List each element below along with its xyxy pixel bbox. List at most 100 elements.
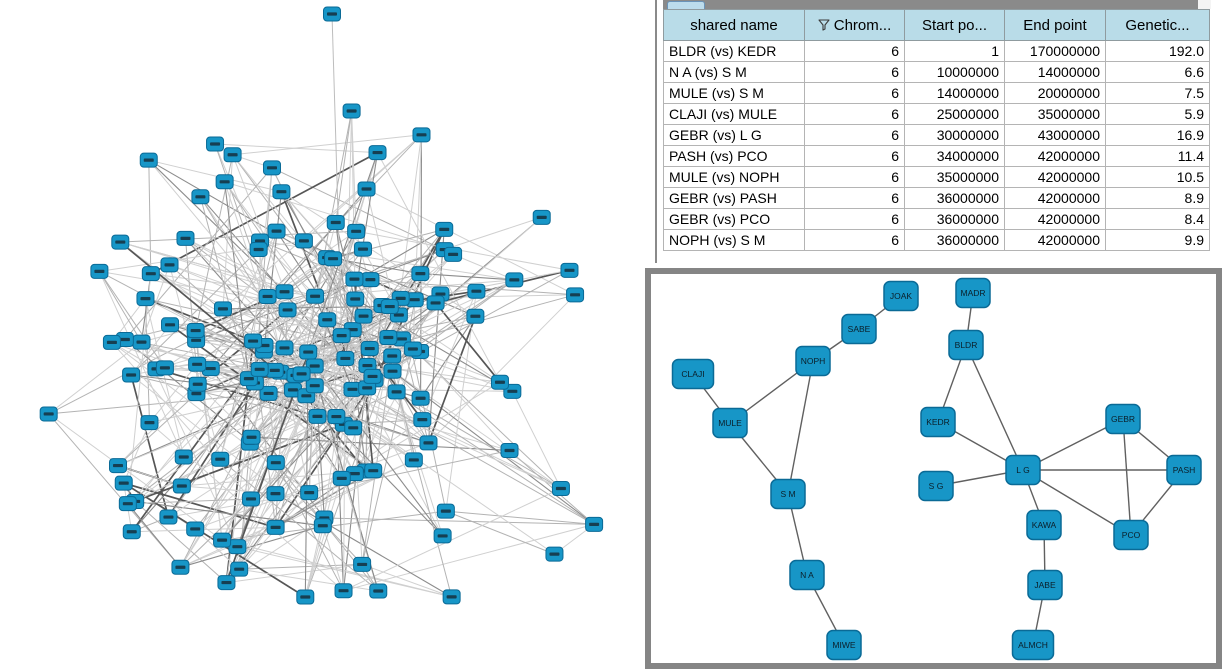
overview-node[interactable]: [118, 496, 137, 512]
column-header-start-po-[interactable]: Start po...: [904, 9, 1005, 41]
overview-node[interactable]: [140, 415, 159, 431]
filter-funnel-icon[interactable]: [818, 18, 830, 31]
table-cell[interactable]: GEBR (vs) PCO: [663, 208, 805, 230]
table-row[interactable]: GEBR (vs) L G 6 30000000 43000000 16.9: [663, 124, 1210, 146]
table-cell[interactable]: 34000000: [904, 145, 1005, 167]
overview-node[interactable]: [360, 341, 379, 357]
overview-node[interactable]: [206, 136, 225, 152]
table-cell[interactable]: 25000000: [904, 103, 1005, 125]
overview-node[interactable]: [347, 223, 366, 239]
column-header-end-point[interactable]: End point: [1004, 9, 1106, 41]
overview-node[interactable]: [114, 475, 133, 491]
overview-node[interactable]: [159, 509, 178, 525]
node-kawa[interactable]: KAWA: [1026, 509, 1062, 541]
table-cell[interactable]: 6: [804, 208, 905, 230]
table-row[interactable]: NOPH (vs) S M 6 36000000 42000000 9.9: [663, 229, 1210, 251]
table-cell[interactable]: 42000000: [1004, 208, 1106, 230]
table-cell[interactable]: 36000000: [904, 187, 1005, 209]
overview-node[interactable]: [102, 334, 121, 350]
table-row[interactable]: MULE (vs) NOPH 6 35000000 42000000 10.5: [663, 166, 1210, 188]
overview-node[interactable]: [186, 521, 205, 537]
table-cell[interactable]: 30000000: [904, 124, 1005, 146]
overview-node[interactable]: [426, 295, 445, 311]
overview-node[interactable]: [466, 308, 485, 324]
overview-node[interactable]: [250, 361, 269, 377]
overview-node[interactable]: [435, 221, 454, 237]
overview-node[interactable]: [313, 518, 332, 534]
table-cell[interactable]: 6: [804, 82, 905, 104]
overview-node[interactable]: [413, 412, 432, 428]
table-cell[interactable]: GEBR (vs) L G: [663, 124, 805, 146]
overview-node[interactable]: [228, 539, 247, 555]
overview-node[interactable]: [176, 230, 195, 246]
overview-node[interactable]: [326, 214, 345, 230]
table-cell[interactable]: 1: [904, 40, 1005, 62]
table-row[interactable]: BLDR (vs) KEDR 6 1 170000000 192.0: [663, 40, 1210, 62]
overview-node[interactable]: [213, 532, 232, 548]
overview-node[interactable]: [249, 241, 268, 257]
overview-node[interactable]: [364, 463, 383, 479]
overview-node[interactable]: [354, 241, 373, 257]
column-header-genetic-[interactable]: Genetic...: [1105, 9, 1210, 41]
table-cell[interactable]: 6: [804, 145, 905, 167]
overview-node[interactable]: [262, 160, 281, 176]
overview-node[interactable]: [560, 262, 579, 278]
node-almch[interactable]: ALMCH: [1011, 629, 1055, 661]
table-cell[interactable]: 6: [804, 229, 905, 251]
overview-node[interactable]: [323, 6, 341, 22]
node-miwe[interactable]: MIWE: [826, 629, 862, 661]
overview-node[interactable]: [343, 381, 362, 397]
overview-node[interactable]: [383, 363, 402, 379]
table-cell[interactable]: 42000000: [1004, 229, 1106, 251]
overview-node[interactable]: [357, 181, 376, 197]
table-cell[interactable]: MULE (vs) S M: [663, 82, 805, 104]
overview-node[interactable]: [172, 478, 191, 494]
overview-node[interactable]: [160, 257, 179, 273]
node-noph[interactable]: NOPH: [795, 345, 831, 377]
overview-node[interactable]: [217, 575, 236, 591]
edge-GEBR-PCO[interactable]: [1122, 418, 1132, 536]
overview-node[interactable]: [132, 334, 151, 350]
overview-node[interactable]: [500, 443, 519, 459]
table-cell[interactable]: 6: [804, 166, 905, 188]
overview-node[interactable]: [174, 449, 193, 465]
node-sabe[interactable]: SABE: [841, 313, 877, 345]
overview-node[interactable]: [275, 284, 294, 300]
overview-node[interactable]: [404, 452, 423, 468]
overview-node[interactable]: [39, 406, 58, 422]
overview-node[interactable]: [305, 378, 324, 394]
table-cell[interactable]: N A (vs) S M: [663, 61, 805, 83]
overview-node[interactable]: [266, 486, 285, 502]
node-n-a[interactable]: N A: [789, 559, 825, 591]
table-cell[interactable]: 6: [804, 40, 905, 62]
table-cell[interactable]: 8.4: [1105, 208, 1210, 230]
table-row[interactable]: MULE (vs) S M 6 14000000 20000000 7.5: [663, 82, 1210, 104]
overview-node[interactable]: [265, 362, 284, 378]
overview-node[interactable]: [490, 374, 509, 390]
subnetwork-canvas[interactable]: JOAK MADR SABE BLDR NOPH CLAJI KEDR MULE GEBR L G…: [651, 274, 1216, 663]
overview-node[interactable]: [363, 368, 382, 384]
overview-node[interactable]: [505, 272, 524, 288]
overview-node[interactable]: [383, 348, 402, 364]
table-cell[interactable]: 36000000: [904, 208, 1005, 230]
node-s-g[interactable]: S G: [918, 470, 954, 502]
overview-node[interactable]: [90, 263, 109, 279]
overview-node[interactable]: [230, 561, 249, 577]
table-cell[interactable]: 11.4: [1105, 145, 1210, 167]
overview-node[interactable]: [186, 323, 205, 339]
table-cell[interactable]: 8.9: [1105, 187, 1210, 209]
node-claji[interactable]: CLAJI: [671, 358, 715, 390]
overview-node[interactable]: [259, 385, 278, 401]
overview-node[interactable]: [318, 312, 337, 328]
overview-node[interactable]: [139, 152, 158, 168]
node-mule[interactable]: MULE: [712, 407, 748, 439]
overview-node[interactable]: [411, 266, 430, 282]
table-cell[interactable]: GEBR (vs) PASH: [663, 187, 805, 209]
overview-node[interactable]: [188, 356, 207, 372]
table-cell[interactable]: 10000000: [904, 61, 1005, 83]
table-cell[interactable]: 16.9: [1105, 124, 1210, 146]
overview-node[interactable]: [387, 384, 406, 400]
overview-node[interactable]: [108, 458, 127, 474]
table-cell[interactable]: 35000000: [904, 166, 1005, 188]
overview-node[interactable]: [346, 291, 365, 307]
